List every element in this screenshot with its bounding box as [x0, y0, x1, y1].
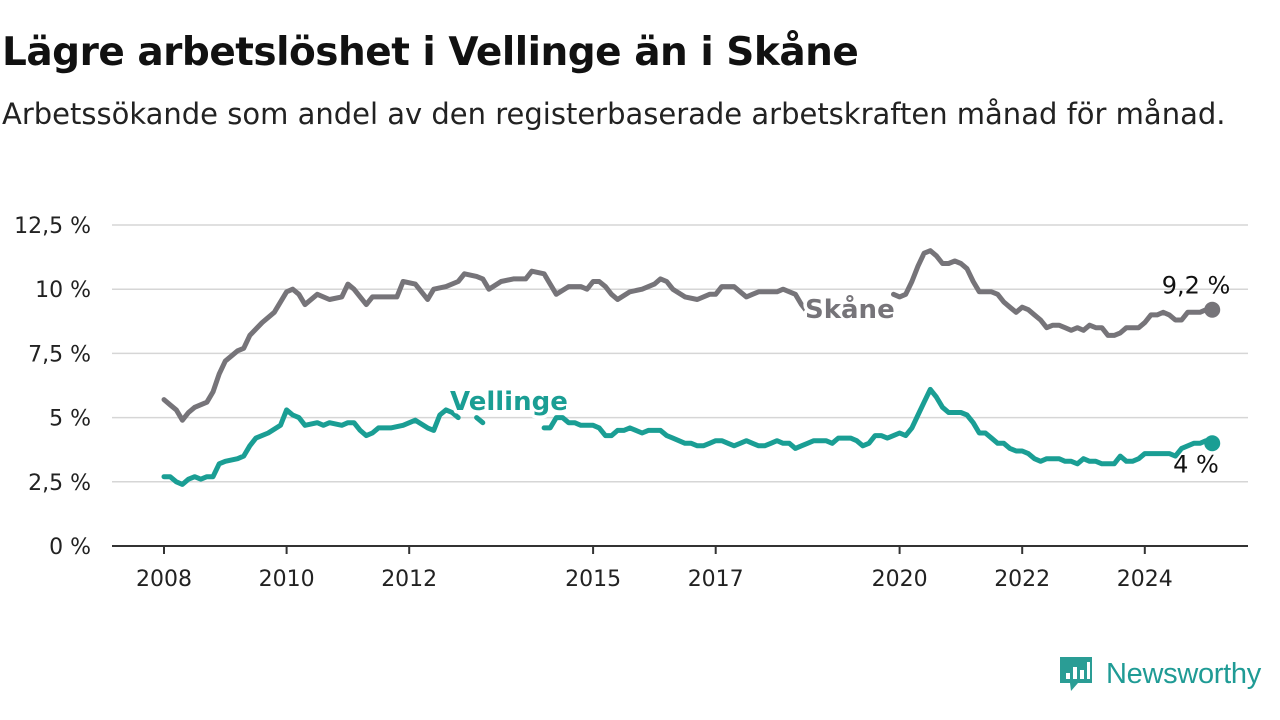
x-tick-label: 2015 [565, 567, 621, 592]
x-tick-label: 2012 [381, 567, 437, 592]
chart-subtitle: Arbetssökande som andel av den registerb… [2, 97, 1226, 131]
brand-name: Newsworthy [1106, 657, 1261, 690]
series-label-skane: Skåne [805, 293, 895, 325]
series-label-vellinge: Vellinge [450, 387, 568, 417]
y-tick-label: 7,5 % [28, 342, 91, 367]
y-tick-label: 10 % [35, 278, 91, 303]
x-tick-label: 2022 [994, 567, 1050, 592]
brand-logo: Newsworthy [1058, 652, 1261, 696]
y-tick-label: 5 % [49, 407, 91, 432]
x-tick-label: 2020 [872, 567, 928, 592]
newsworthy-logo-icon [1060, 657, 1092, 691]
series-line-skane [161, 248, 1215, 423]
end-label-skane: 9,2 % [1162, 272, 1231, 300]
y-tick-label: 0 % [49, 535, 91, 560]
x-tick-label: 2017 [688, 567, 744, 592]
series-end-point-skane [1204, 301, 1221, 318]
x-tick-label: 2008 [136, 567, 192, 592]
chart-title: Lägre arbetslöshet i Vellinge än i Skåne [2, 30, 859, 75]
series-end-point-vellinge [1204, 435, 1221, 452]
y-tick-label: 12,5 % [14, 214, 91, 239]
x-tick-label: 2010 [259, 567, 315, 592]
y-tick-label: 2,5 % [28, 471, 91, 496]
x-tick-label: 2024 [1117, 567, 1173, 592]
series-line-vellinge [161, 386, 1215, 487]
end-label-vellinge: 4 % [1173, 450, 1219, 478]
